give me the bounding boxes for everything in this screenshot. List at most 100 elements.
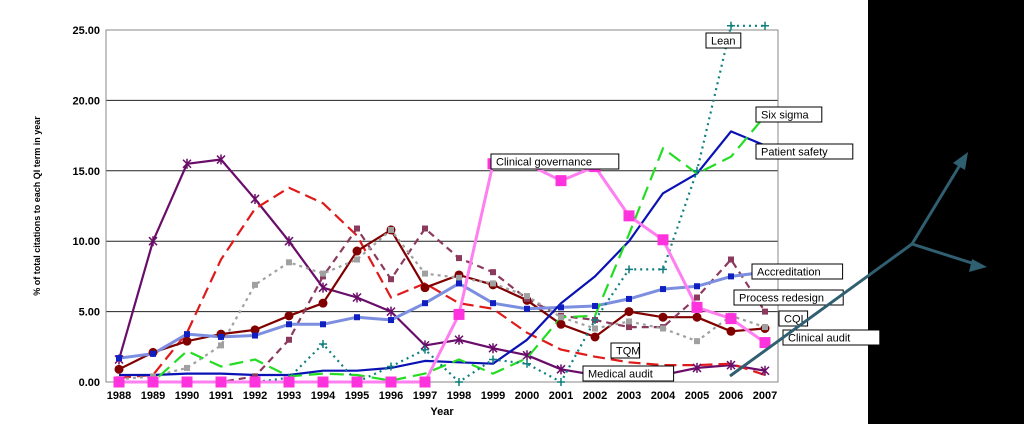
data-point-lean xyxy=(523,359,531,368)
y-tick-label: 10.00 xyxy=(72,236,100,248)
callout-process-redesign: Process redesign xyxy=(733,289,844,306)
overlay-arrow-upper-head xyxy=(953,152,968,170)
data-point-clinical-audit xyxy=(624,307,634,317)
series-line-six-sigma xyxy=(119,115,766,384)
callout-box xyxy=(733,289,844,306)
plot-frame xyxy=(105,29,779,383)
data-point-clinical-audit xyxy=(692,312,702,322)
data-point-process-redesign xyxy=(490,280,496,287)
data-point-cqi xyxy=(252,373,258,380)
data-point-lean xyxy=(591,316,599,325)
x-tick-label: 2003 xyxy=(617,390,641,402)
data-point-cqi xyxy=(388,276,394,283)
data-point-cqi xyxy=(694,294,700,301)
callout-accreditation: Accreditation xyxy=(751,263,844,280)
callout-clinical-governance: Clinical governance xyxy=(490,153,620,170)
x-tick-label: 1989 xyxy=(141,390,165,402)
callout-box xyxy=(705,32,742,49)
y-tick-label: 25.00 xyxy=(72,25,100,37)
data-point-accreditation xyxy=(626,295,632,302)
callout-text: Medical audit xyxy=(588,369,653,381)
data-point-clinical-audit xyxy=(182,336,192,346)
callout-box xyxy=(751,263,844,280)
x-tick-label: 1988 xyxy=(107,390,131,402)
data-point-lean xyxy=(489,355,497,364)
callout-tqm: TQM xyxy=(610,342,641,359)
data-point-cqi xyxy=(286,336,292,343)
x-tick-label: 2001 xyxy=(549,390,573,402)
data-point-medical-audit xyxy=(284,236,294,247)
x-tick-label: 1992 xyxy=(243,390,267,402)
data-point-clinical-governance xyxy=(215,376,227,388)
series-line-clinical-audit xyxy=(118,228,766,371)
data-point-process-redesign xyxy=(762,324,768,331)
data-point-lean xyxy=(693,166,701,175)
data-point-process-redesign xyxy=(354,256,360,263)
data-point-accreditation xyxy=(660,286,666,293)
data-point-medical-audit xyxy=(386,306,396,317)
x-tick-label: 1993 xyxy=(277,390,301,402)
data-point-clinical-audit xyxy=(284,311,294,321)
callout-lean: Lean xyxy=(705,32,742,49)
callout-box xyxy=(490,153,620,170)
data-point-cqi xyxy=(422,225,428,232)
y-tick-labels: 0.00 5.00 10.00 15.00 20.00 25.00 xyxy=(72,25,100,389)
data-point-clinical-governance xyxy=(725,313,737,325)
callout-box xyxy=(610,342,641,359)
data-point-medical-audit xyxy=(726,360,736,371)
data-point-accreditation xyxy=(490,300,496,307)
series-line-tqm xyxy=(118,186,766,379)
data-point-process-redesign xyxy=(286,259,292,266)
data-point-clinical-governance xyxy=(657,234,669,246)
data-point-medical-audit xyxy=(760,365,770,376)
data-point-accreditation xyxy=(592,302,598,309)
data-point-lean xyxy=(387,362,395,371)
data-point-medical-audit xyxy=(148,236,158,247)
x-tick-label: 1991 xyxy=(209,390,233,402)
data-point-process-redesign xyxy=(660,325,666,332)
data-point-accreditation xyxy=(150,350,156,357)
data-point-medical-audit xyxy=(182,158,192,169)
data-point-process-redesign xyxy=(388,226,394,233)
y-tick-label: 5.00 xyxy=(79,307,100,319)
callout-text: Accreditation xyxy=(757,267,821,279)
data-point-process-redesign xyxy=(456,274,462,281)
x-axis-title: Year xyxy=(430,406,454,418)
data-point-process-redesign xyxy=(184,364,190,371)
data-point-clinical-governance xyxy=(317,376,329,388)
data-point-accreditation xyxy=(524,305,530,312)
callout-box xyxy=(582,365,675,382)
data-point-process-redesign xyxy=(626,318,632,325)
data-point-process-redesign xyxy=(592,325,598,332)
data-point-accreditation xyxy=(558,304,564,311)
data-point-medical-audit xyxy=(488,343,498,354)
data-point-cqi xyxy=(456,255,462,262)
data-point-medical-audit xyxy=(522,350,532,361)
data-point-clinical-governance xyxy=(249,376,261,388)
data-point-accreditation xyxy=(354,314,360,321)
callout-text: Clinical governance xyxy=(496,157,592,169)
callout-text: Six sigma xyxy=(761,110,810,122)
data-point-accreditation xyxy=(456,280,462,287)
series-lines xyxy=(117,24,766,384)
data-point-clinical-governance xyxy=(623,210,635,222)
data-point-accreditation xyxy=(728,273,734,280)
data-point-clinical-governance xyxy=(147,376,159,388)
series-line-medical-audit xyxy=(117,158,766,377)
data-point-lean xyxy=(319,339,327,348)
data-point-clinical-governance xyxy=(453,308,465,320)
data-point-lean xyxy=(761,21,769,30)
data-point-clinical-audit xyxy=(556,319,566,329)
y-tick-label: 0.00 xyxy=(79,377,100,389)
data-point-medical-audit xyxy=(692,362,702,373)
data-point-lean xyxy=(557,378,565,386)
data-point-cqi xyxy=(490,269,496,276)
data-point-cqi xyxy=(354,225,360,232)
data-point-lean xyxy=(625,265,633,274)
data-point-accreditation xyxy=(184,331,190,338)
x-tick-label: 1990 xyxy=(175,390,199,402)
callout-text: TQM xyxy=(616,346,640,358)
data-point-process-redesign xyxy=(694,338,700,345)
series-line-clinical-governance xyxy=(119,162,766,384)
